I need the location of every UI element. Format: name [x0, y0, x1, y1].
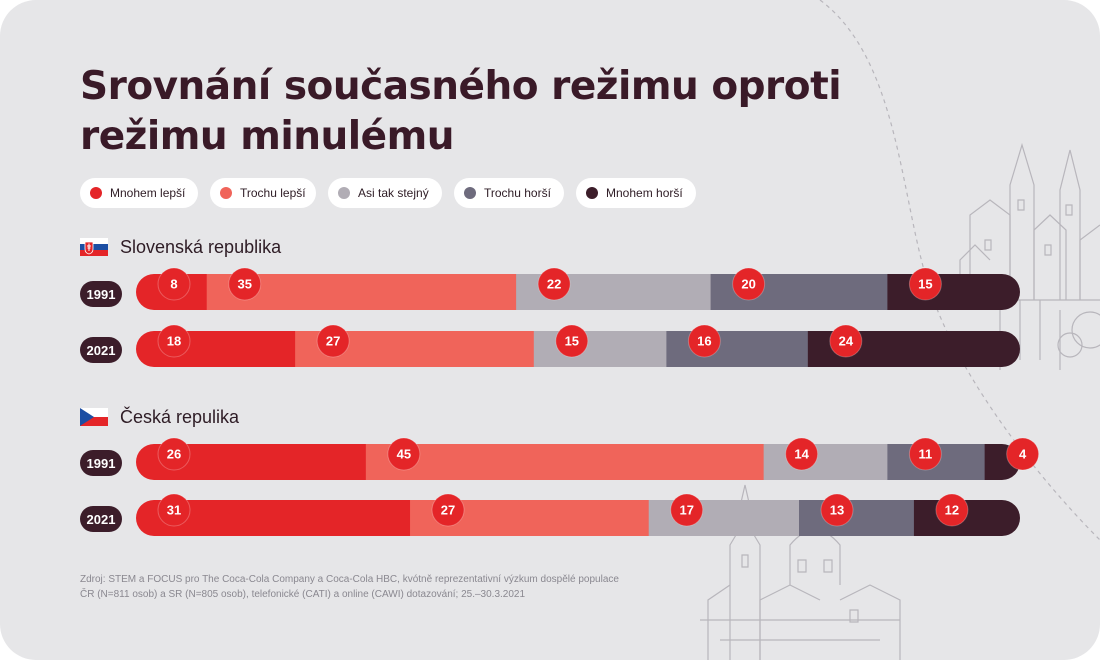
value-label: 17 [679, 503, 693, 518]
value-marker [820, 493, 854, 527]
legend-swatch [90, 187, 102, 199]
value-label: 15 [565, 334, 579, 349]
year-badge-sk-2021: 2021 [80, 337, 122, 363]
value-label: 14 [794, 447, 809, 462]
value-marker [670, 493, 704, 527]
value-label: 45 [397, 447, 411, 462]
country-name: Slovenská republika [120, 236, 282, 257]
bar-row-cz-2021: 31 27 17 13 12 [136, 493, 1020, 536]
year-badge-cz-2021: 2021 [80, 506, 122, 532]
bar-segment [365, 444, 765, 480]
value-marker [316, 324, 350, 358]
legend-label: Trochu horší [484, 186, 551, 200]
legend-swatch [586, 187, 598, 199]
value-marker [935, 493, 969, 527]
value-label: 35 [237, 277, 251, 292]
value-label: 20 [741, 277, 755, 292]
legend-item-mnohem-horsi: Mnohem horší [576, 178, 696, 208]
bar-row-sk-2021: 18 27 15 16 24 [136, 324, 1020, 367]
bar-row-sk-1991: 8 35 22 20 15 [136, 267, 1020, 310]
value-label: 12 [945, 503, 959, 518]
value-marker [431, 493, 465, 527]
bar-segment [887, 274, 1020, 310]
value-marker [228, 267, 262, 301]
bar-row-cz-1991: 26 45 14 11 4 [136, 437, 1040, 480]
bar-segment [533, 331, 667, 367]
value-label: 31 [167, 503, 181, 518]
value-marker [908, 437, 942, 471]
value-marker [785, 437, 819, 471]
country-heading-slovakia: Slovenská republika [80, 236, 281, 258]
value-marker [555, 324, 589, 358]
legend-label: Trochu lepší [240, 186, 306, 200]
bar-segment [666, 331, 809, 367]
value-label: 15 [918, 277, 932, 292]
legend-item-asi-tak-stejny: Asi tak stejný [328, 178, 442, 208]
legend-label: Asi tak stejný [358, 186, 429, 200]
legend-item-mnohem-lepsi: Mnohem lepší [80, 178, 198, 208]
country-heading-czechia: Česká repulika [80, 406, 239, 428]
source-line-1: Zdroj: STEM a FOCUS pro The Coca-Cola Co… [80, 574, 619, 585]
legend-label: Mnohem horší [606, 186, 683, 200]
value-marker [687, 324, 721, 358]
chart-title: Srovnání současného režimu oproti režimu… [80, 64, 842, 159]
year-badge-cz-1991: 1991 [80, 450, 122, 476]
legend-item-trochu-horsi: Trochu horší [454, 178, 564, 208]
value-marker [829, 324, 863, 358]
value-label: 4 [1019, 447, 1027, 462]
value-label: 26 [167, 447, 181, 462]
value-label: 16 [697, 334, 711, 349]
value-label: 8 [170, 277, 177, 292]
source-line-2: ČR (N=811 osob) a SR (N=805 osob), telef… [80, 589, 526, 600]
value-marker [1006, 437, 1040, 471]
value-marker [908, 267, 942, 301]
value-label: 11 [919, 447, 933, 462]
source-note: Zdroj: STEM a FOCUS pro The Coca-Cola Co… [80, 572, 700, 602]
legend-item-trochu-lepsi: Trochu lepší [210, 178, 316, 208]
value-marker [157, 324, 191, 358]
value-marker [537, 267, 571, 301]
bar-segment [799, 500, 915, 536]
slovakia-flag-icon [80, 238, 108, 256]
country-name: Česká repulika [120, 406, 240, 427]
value-label: 27 [441, 503, 455, 518]
value-marker [157, 437, 191, 471]
legend-swatch [220, 187, 232, 199]
bar-segment [763, 444, 888, 480]
value-label: 24 [839, 334, 854, 349]
value-label: 22 [547, 277, 561, 292]
value-marker [157, 493, 191, 527]
year-badge-sk-1991: 1991 [80, 281, 122, 307]
legend-swatch [464, 187, 476, 199]
value-label: 27 [326, 334, 340, 349]
value-marker [387, 437, 421, 471]
value-label: 18 [167, 334, 181, 349]
value-label: 13 [830, 503, 844, 518]
legend-label: Mnohem lepší [110, 186, 186, 200]
value-marker [157, 267, 191, 301]
value-marker [732, 267, 766, 301]
czech-flag-icon [80, 408, 108, 426]
legend-swatch [338, 187, 350, 199]
